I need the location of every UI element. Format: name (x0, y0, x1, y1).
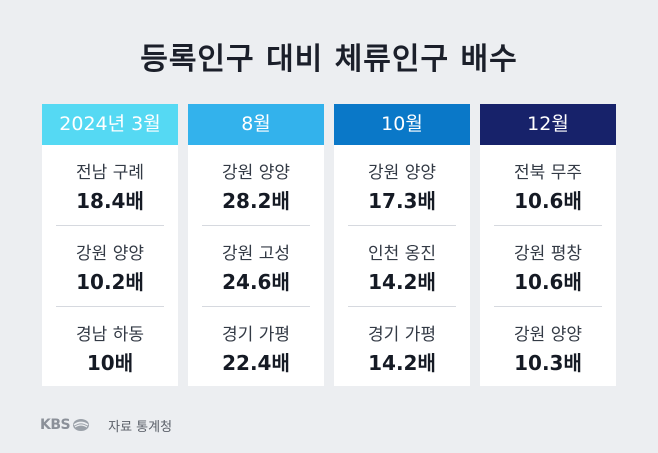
region-label: 강원 양양 (76, 244, 144, 264)
table-cell: 전북 무주 10.6배 (494, 145, 602, 225)
source-label: 자료 통계청 (108, 419, 173, 435)
ratio-value: 28.2배 (222, 189, 290, 213)
region-label: 인천 옹진 (368, 244, 436, 264)
ratio-value: 22.4배 (222, 351, 290, 375)
ratio-value: 14.2배 (368, 270, 436, 294)
column-header: 8월 (188, 104, 324, 145)
table-cell: 전남 구례 18.4배 (56, 145, 164, 225)
table-cell: 경남 하동 10배 (56, 306, 164, 387)
column-header: 2024년 3월 (42, 104, 178, 145)
table-cell: 인천 옹진 14.2배 (348, 225, 456, 306)
column-header: 12월 (480, 104, 616, 145)
region-label: 강원 양양 (222, 163, 290, 183)
region-label: 전남 구례 (76, 163, 144, 183)
ratio-value: 10.2배 (76, 270, 144, 294)
ratio-value: 24.6배 (222, 270, 290, 294)
table-cell: 강원 양양 10.2배 (56, 225, 164, 306)
column-header: 10월 (334, 104, 470, 145)
ratio-value: 10.6배 (514, 189, 582, 213)
region-label: 강원 양양 (368, 163, 436, 183)
table-cell: 경기 가평 22.4배 (202, 306, 310, 387)
region-label: 강원 양양 (514, 325, 582, 345)
region-label: 경기 가평 (368, 325, 436, 345)
table-cell: 강원 양양 17.3배 (348, 145, 456, 225)
table-cell: 강원 고성 24.6배 (202, 225, 310, 306)
column-2024-march: 2024년 3월 전남 구례 18.4배 강원 양양 10.2배 경남 하동 1… (42, 104, 178, 386)
region-label: 전북 무주 (514, 163, 582, 183)
page-title: 등록인구 대비 체류인구 배수 (140, 42, 518, 77)
table-cell: 강원 양양 28.2배 (202, 145, 310, 225)
column-august: 8월 강원 양양 28.2배 강원 고성 24.6배 경기 가평 22.4배 (188, 104, 324, 386)
ratio-value: 10.3배 (514, 351, 582, 375)
column-december: 12월 전북 무주 10.6배 강원 평창 10.6배 강원 양양 10.3배 (480, 104, 616, 386)
logo-text: KBS (40, 417, 71, 433)
region-label: 경기 가평 (222, 325, 290, 345)
ratio-value: 10배 (86, 351, 134, 375)
kbs-logo: KBS (40, 417, 90, 433)
region-label: 강원 평창 (514, 244, 582, 264)
ratio-value: 10.6배 (514, 270, 582, 294)
ratio-value: 17.3배 (368, 189, 436, 213)
region-label: 경남 하동 (76, 325, 144, 345)
table-cell: 경기 가평 14.2배 (348, 306, 456, 387)
kbs-logo-icon (73, 419, 90, 431)
ratio-value: 18.4배 (76, 189, 144, 213)
footer: KBS 자료 통계청 (40, 414, 172, 436)
column-october: 10월 강원 양양 17.3배 인천 옹진 14.2배 경기 가평 14.2배 (334, 104, 470, 386)
region-label: 강원 고성 (222, 244, 290, 264)
ratio-value: 14.2배 (368, 351, 436, 375)
table-cell: 강원 양양 10.3배 (494, 306, 602, 387)
table-cell: 강원 평창 10.6배 (494, 225, 602, 306)
